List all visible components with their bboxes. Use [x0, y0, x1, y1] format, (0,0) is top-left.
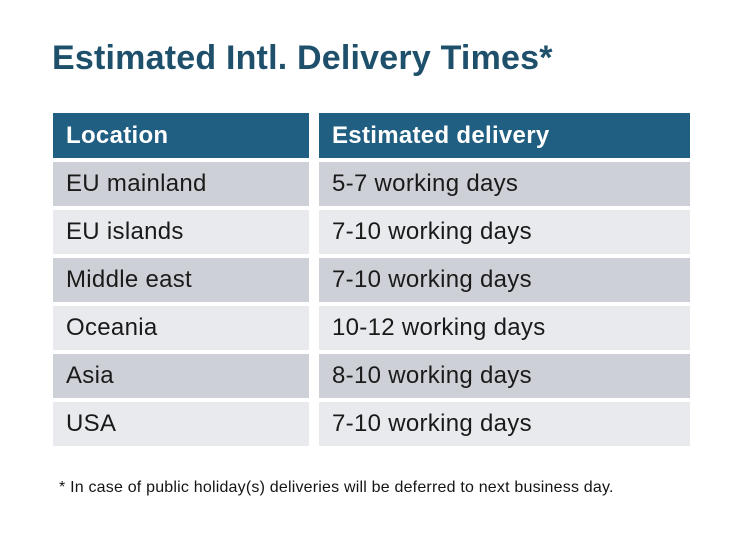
delivery-times-table: Location Estimated delivery EU mainland … — [53, 113, 690, 446]
table-cell-location: EU mainland — [53, 162, 309, 206]
table-cell-location: Oceania — [53, 306, 309, 350]
table-cell-delivery: 10-12 working days — [319, 306, 690, 350]
table-cell-location: EU islands — [53, 210, 309, 254]
table-cell-delivery: 8-10 working days — [319, 354, 690, 398]
table-header-estimated-delivery: Estimated delivery — [319, 113, 690, 158]
table-cell-delivery: 7-10 working days — [319, 402, 690, 446]
table-cell-delivery: 5-7 working days — [319, 162, 690, 206]
table-cell-location: USA — [53, 402, 309, 446]
table-header-location: Location — [53, 113, 309, 158]
table-cell-delivery: 7-10 working days — [319, 258, 690, 302]
footnote: * In case of public holiday(s) deliverie… — [59, 479, 614, 496]
table-cell-location: Middle east — [53, 258, 309, 302]
table-cell-location: Asia — [53, 354, 309, 398]
table-cell-delivery: 7-10 working days — [319, 210, 690, 254]
page-title: Estimated Intl. Delivery Times* — [52, 39, 553, 77]
